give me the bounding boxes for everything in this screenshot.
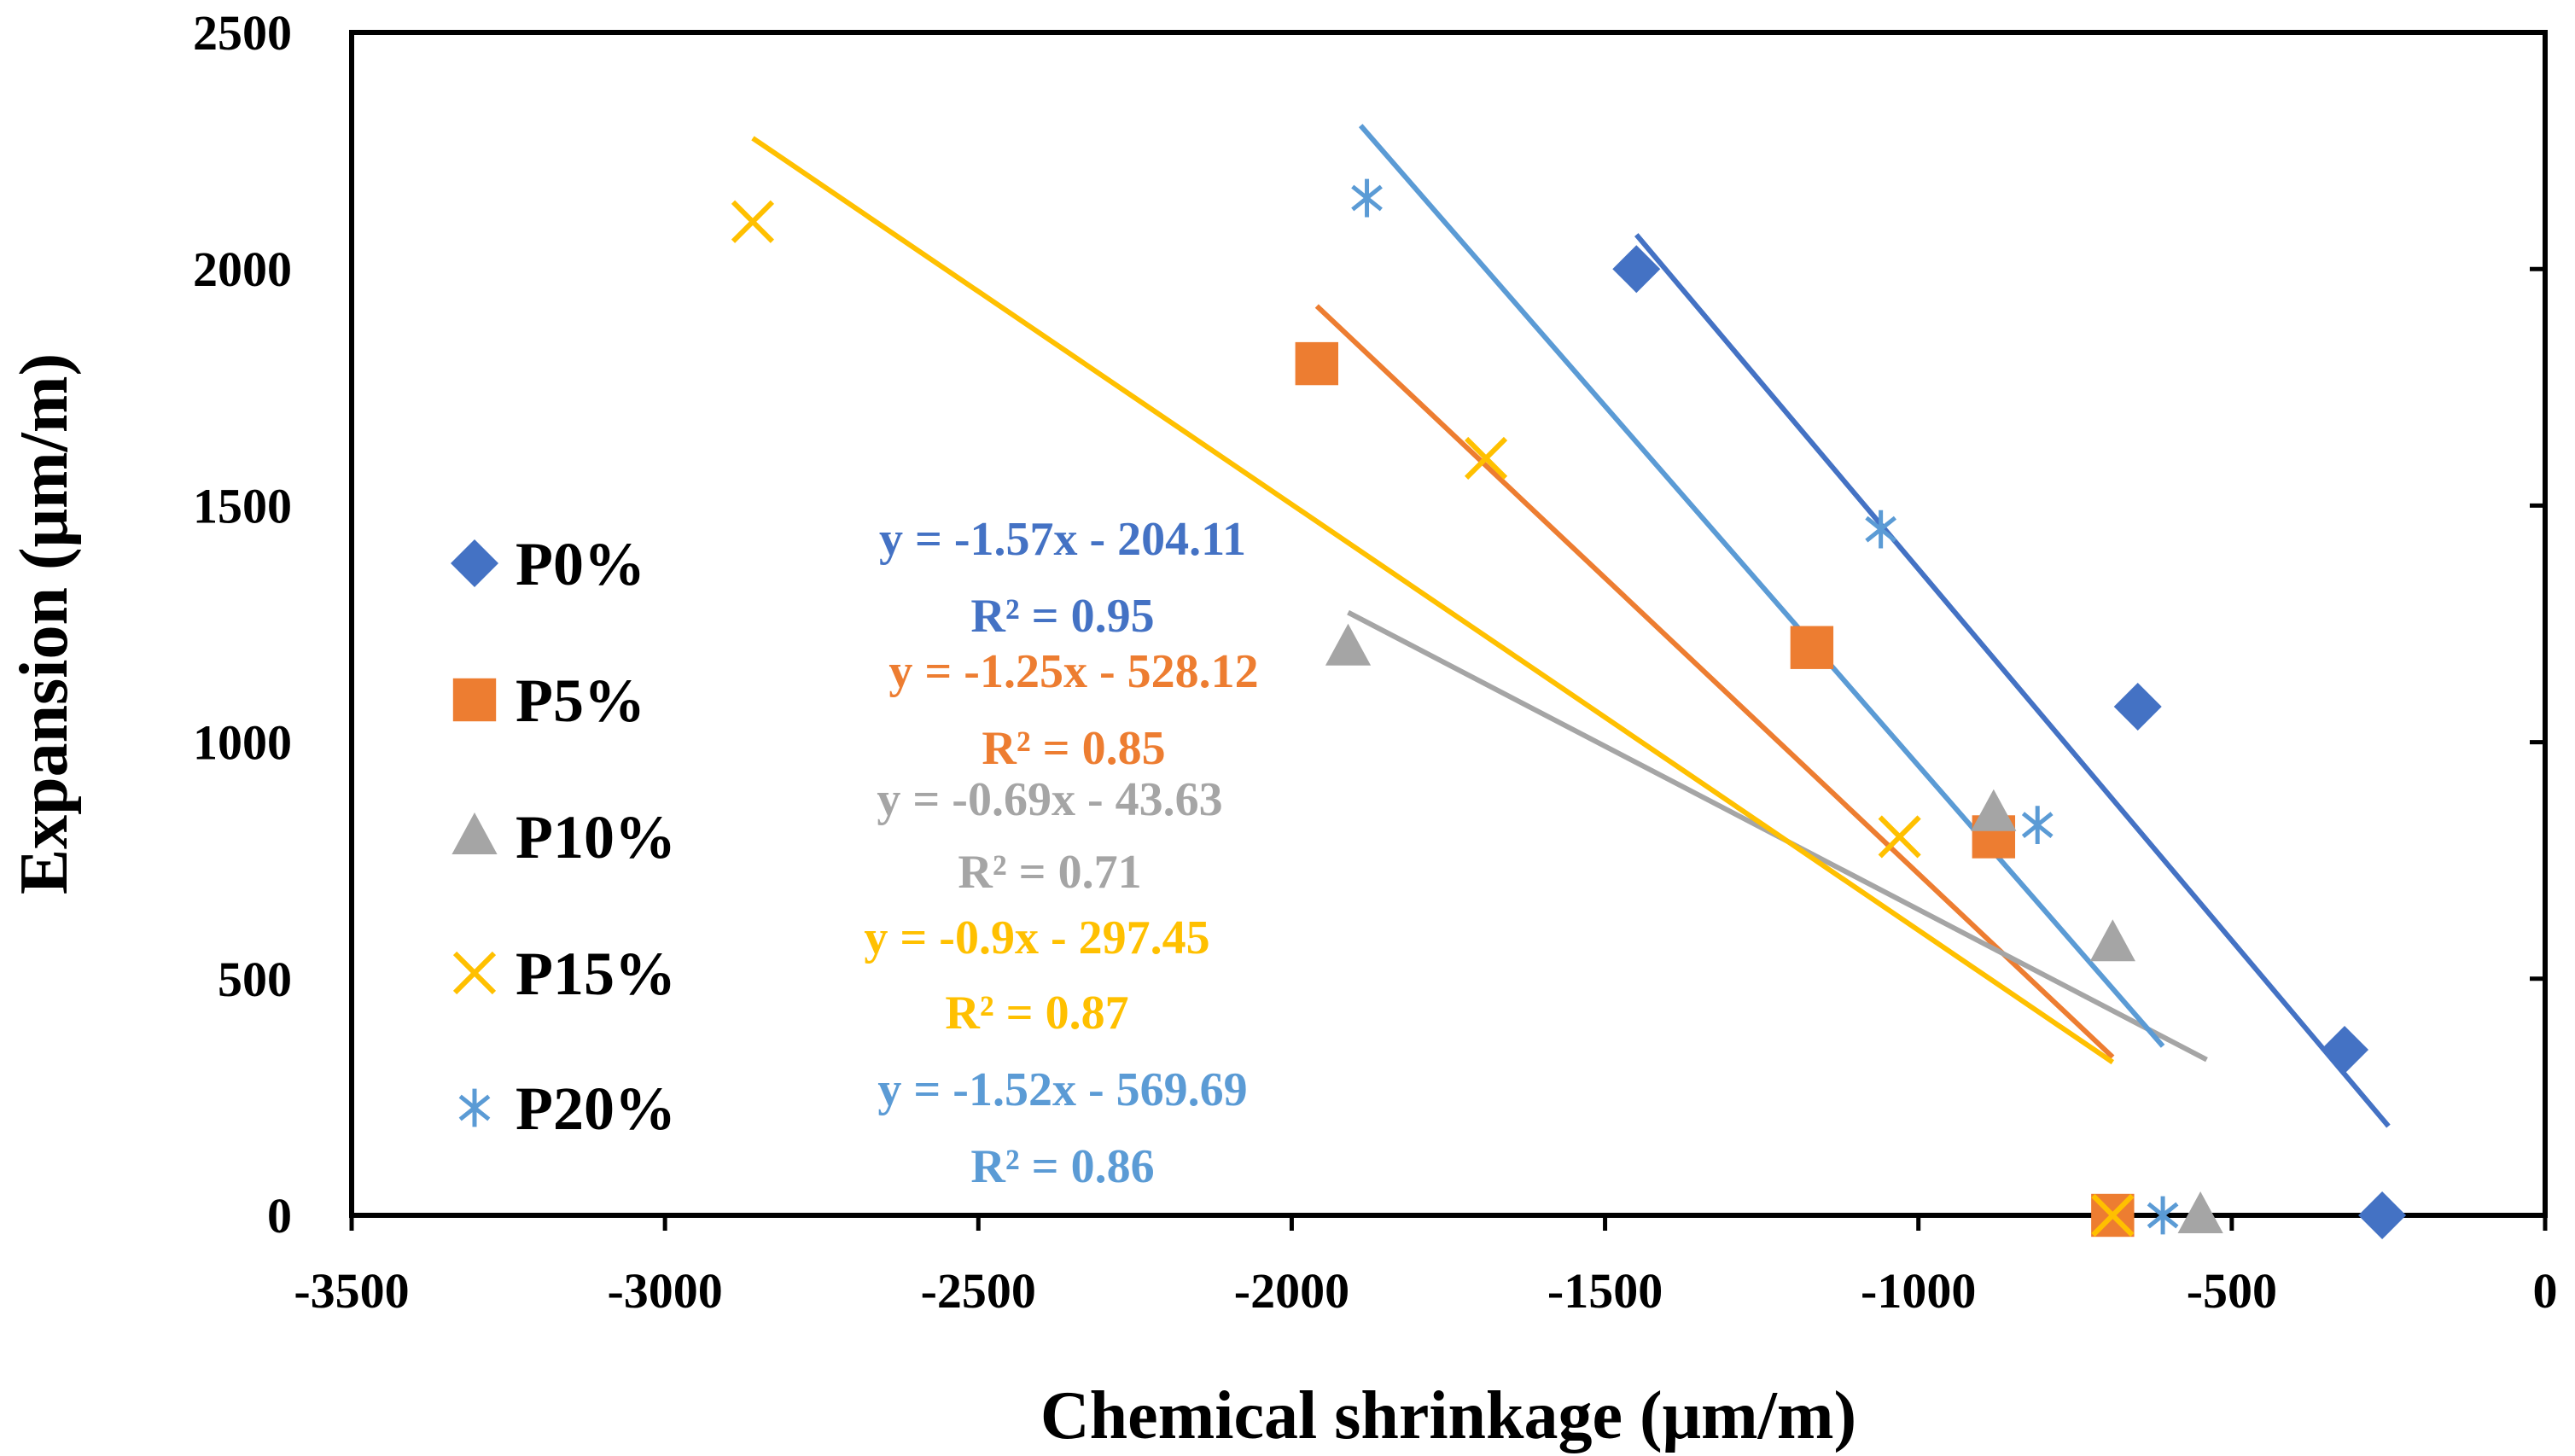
point-P0 — [1612, 245, 1661, 294]
trend-r2-P10: R² = 0.71 — [958, 846, 1141, 899]
y-axis: 0 500 1000 1500 2000 2500 — [193, 5, 2545, 1243]
y-tick-label: 2500 — [193, 5, 292, 61]
point-P15 — [1464, 436, 1508, 480]
x-axis-title: Chemical shrinkage (μm/m) — [1040, 1378, 1856, 1453]
y-tick-label: 2000 — [193, 242, 292, 297]
trend-r2-P5: R² = 0.85 — [982, 722, 1165, 775]
point-P0 — [2113, 683, 2162, 731]
point-P10 — [2089, 919, 2135, 962]
y-tick-label: 1000 — [193, 715, 292, 771]
point-P10 — [2177, 1191, 2223, 1233]
legend-marker-P15 — [452, 951, 497, 995]
trend-equation-P15: y = -0.9x - 297.45 — [864, 911, 1209, 964]
x-tick-label: -1000 — [1861, 1263, 1976, 1319]
point-P10 — [1325, 623, 1372, 666]
legend-marker-P20 — [458, 1088, 491, 1127]
legend-label-P0: P0% — [516, 530, 645, 598]
y-tick-label: 0 — [267, 1188, 292, 1243]
trend-r2-P0: R² = 0.95 — [970, 590, 1154, 643]
trendline-P15 — [751, 136, 2115, 1065]
trend-equation-P20: y = -1.52x - 569.69 — [877, 1063, 1247, 1116]
trend-r2-P15: R² = 0.87 — [945, 987, 1128, 1040]
trendlines — [751, 124, 2391, 1128]
x-axis: -3500 -3000 -2500 -2000 -1500 -1000 -500 0 — [294, 1215, 2558, 1319]
point-P5 — [1295, 341, 1338, 386]
legend-label-P5: P5% — [516, 667, 645, 735]
y-axis-title: Expansion (μm/m) — [7, 353, 82, 894]
point-P20 — [1865, 510, 1897, 549]
point-P15 — [1878, 815, 1921, 859]
point-P20 — [2021, 806, 2054, 845]
point-P0 — [2321, 1025, 2369, 1074]
x-tick-label: -3500 — [294, 1263, 409, 1319]
legend: P0% P5% P10% P15% P20% — [451, 530, 676, 1143]
point-P10 — [1971, 789, 2017, 831]
trend-equation-P10: y = -0.69x - 43.63 — [877, 773, 1222, 826]
trend-equation-P5: y = -1.25x - 528.12 — [888, 645, 1258, 698]
legend-marker-P10 — [451, 812, 498, 854]
point-P0 — [2358, 1191, 2407, 1239]
y-tick-label: 500 — [218, 952, 292, 1007]
trend-equation-P0: y = -1.57x - 204.11 — [879, 513, 1246, 566]
legend-marker-P5 — [452, 678, 497, 722]
trend-r2-P20: R² = 0.86 — [970, 1140, 1154, 1193]
point-P5 — [1790, 626, 1834, 669]
point-P15 — [731, 200, 775, 243]
x-tick-label: -1500 — [1547, 1263, 1663, 1319]
trendline-P20 — [1358, 124, 2165, 1048]
legend-label-P10: P10% — [516, 803, 676, 871]
x-tick-label: -3000 — [607, 1263, 722, 1319]
trendline-equations: y = -1.57x - 204.11 R² = 0.95y = -1.25x -… — [864, 513, 1258, 1193]
point-P15 — [2091, 1193, 2135, 1238]
legend-label-P15: P15% — [516, 940, 676, 1008]
point-P20 — [2147, 1196, 2179, 1235]
x-tick-label: -500 — [2187, 1263, 2277, 1319]
data-markers — [731, 178, 2407, 1239]
x-tick-label: -2500 — [921, 1263, 1036, 1319]
point-P20 — [1351, 178, 1383, 218]
legend-label-P20: P20% — [516, 1075, 676, 1143]
trendline-P5 — [1314, 304, 2115, 1059]
x-tick-label: -2000 — [1234, 1263, 1349, 1319]
x-tick-label: 0 — [2533, 1263, 2558, 1319]
trendline-P0 — [1634, 233, 2391, 1128]
legend-marker-P0 — [451, 539, 498, 587]
y-tick-label: 1500 — [193, 478, 292, 533]
plot-area — [349, 30, 2548, 1218]
